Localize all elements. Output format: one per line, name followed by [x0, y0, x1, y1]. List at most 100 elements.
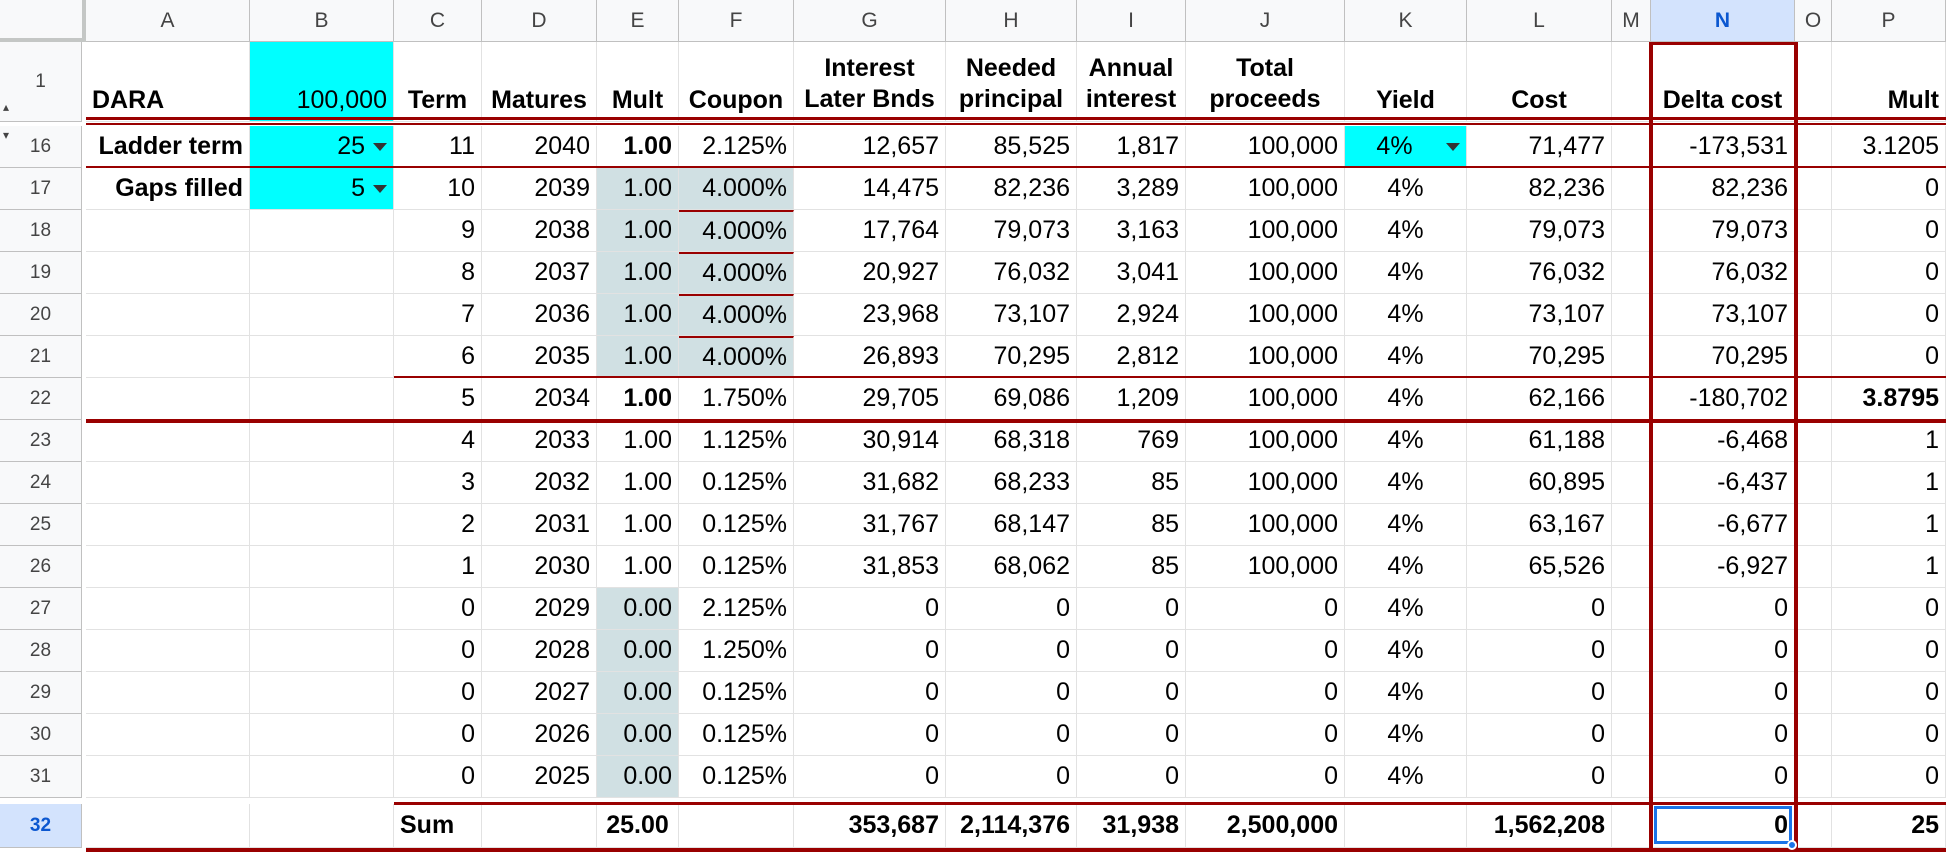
cell-f25[interactable]: 0.125%: [679, 504, 794, 546]
empty-cell[interactable]: [1612, 420, 1651, 462]
empty-cell[interactable]: [1795, 294, 1832, 336]
empty-cell[interactable]: [1795, 210, 1832, 252]
cell-j18[interactable]: 100,000: [1186, 210, 1345, 252]
cell-h22[interactable]: 69,086: [946, 378, 1077, 420]
cell-i17[interactable]: 3,289: [1077, 168, 1186, 210]
column-header-h[interactable]: H: [946, 0, 1077, 42]
cell-e19[interactable]: 1.00: [597, 252, 679, 294]
fill-handle[interactable]: [1787, 840, 1797, 850]
cell-d21[interactable]: 2035: [482, 336, 597, 378]
header-k[interactable]: Yield: [1345, 42, 1467, 122]
chevron-down-icon[interactable]: [373, 142, 387, 151]
header-f[interactable]: Coupon: [679, 42, 794, 122]
cell-n30[interactable]: 0: [1651, 714, 1795, 756]
sum-e[interactable]: 25.00: [597, 804, 679, 848]
empty-cell[interactable]: [250, 378, 394, 420]
cell-g28[interactable]: 0: [794, 630, 946, 672]
cell-i30[interactable]: 0: [1077, 714, 1186, 756]
row-header[interactable]: 25: [0, 504, 82, 546]
empty-cell[interactable]: [86, 804, 250, 848]
cell-h23[interactable]: 68,318: [946, 420, 1077, 462]
cell-p28[interactable]: 0: [1832, 630, 1946, 672]
empty-cell[interactable]: [250, 504, 394, 546]
cell-p16[interactable]: 3.1205: [1832, 126, 1946, 168]
empty-cell[interactable]: [86, 714, 250, 756]
empty-cell[interactable]: [1795, 804, 1832, 848]
chevron-down-icon[interactable]: [1446, 142, 1460, 151]
cell-c24[interactable]: 3: [394, 462, 482, 504]
empty-cell[interactable]: [1612, 126, 1651, 168]
empty-cell[interactable]: [250, 672, 394, 714]
header-j[interactable]: Total proceeds: [1186, 42, 1345, 122]
cell-g26[interactable]: 31,853: [794, 546, 946, 588]
cell-k30[interactable]: 4%: [1345, 714, 1467, 756]
cell-i21[interactable]: 2,812: [1077, 336, 1186, 378]
cell-g30[interactable]: 0: [794, 714, 946, 756]
empty-cell[interactable]: [250, 210, 394, 252]
empty-cell[interactable]: [86, 420, 250, 462]
cell-h25[interactable]: 68,147: [946, 504, 1077, 546]
cell-h24[interactable]: 68,233: [946, 462, 1077, 504]
cell-n26[interactable]: -6,927: [1651, 546, 1795, 588]
cell-j23[interactable]: 100,000: [1186, 420, 1345, 462]
cell-l31[interactable]: 0: [1467, 756, 1612, 798]
empty-cell[interactable]: [1612, 378, 1651, 420]
cell-d22[interactable]: 2034: [482, 378, 597, 420]
cell-g24[interactable]: 31,682: [794, 462, 946, 504]
cell-n24[interactable]: -6,437: [1651, 462, 1795, 504]
cell-f21[interactable]: 4.000%: [679, 336, 794, 378]
cell-l19[interactable]: 76,032: [1467, 252, 1612, 294]
cell-g22[interactable]: 29,705: [794, 378, 946, 420]
empty-cell[interactable]: [86, 672, 250, 714]
cell-f18[interactable]: 4.000%: [679, 210, 794, 252]
row-header[interactable]: 21: [0, 336, 82, 378]
empty-cell[interactable]: [86, 378, 250, 420]
cell-l30[interactable]: 0: [1467, 714, 1612, 756]
empty-cell[interactable]: [1795, 420, 1832, 462]
cell-k28[interactable]: 4%: [1345, 630, 1467, 672]
cell-k18[interactable]: 4%: [1345, 210, 1467, 252]
group-toggle-icon[interactable]: ▾: [3, 128, 10, 142]
cell-k22[interactable]: 4%: [1345, 378, 1467, 420]
cell-c21[interactable]: 6: [394, 336, 482, 378]
column-header-l[interactable]: L: [1467, 0, 1612, 42]
cell-j28[interactable]: 0: [1186, 630, 1345, 672]
cell-n20[interactable]: 73,107: [1651, 294, 1795, 336]
cell-h30[interactable]: 0: [946, 714, 1077, 756]
cell-d20[interactable]: 2036: [482, 294, 597, 336]
cell-j24[interactable]: 100,000: [1186, 462, 1345, 504]
cell-f28[interactable]: 1.250%: [679, 630, 794, 672]
cell-i28[interactable]: 0: [1077, 630, 1186, 672]
empty-cell[interactable]: [1612, 336, 1651, 378]
cell-d27[interactable]: 2029: [482, 588, 597, 630]
cell-n16[interactable]: -173,531: [1651, 126, 1795, 168]
empty-cell[interactable]: [250, 756, 394, 798]
header-i[interactable]: Annual interest: [1077, 42, 1186, 122]
cell-f20[interactable]: 4.000%: [679, 294, 794, 336]
cell-e31[interactable]: 0.00: [597, 756, 679, 798]
empty-cell[interactable]: [1795, 672, 1832, 714]
cell-g16[interactable]: 12,657: [794, 126, 946, 168]
cell-h17[interactable]: 82,236: [946, 168, 1077, 210]
dara-amount-cell[interactable]: 100,000: [250, 42, 394, 122]
empty-cell[interactable]: [1612, 210, 1651, 252]
empty-cell[interactable]: [86, 546, 250, 588]
cell-n27[interactable]: 0: [1651, 588, 1795, 630]
cell-f27[interactable]: 2.125%: [679, 588, 794, 630]
row-header[interactable]: 1: [0, 42, 82, 122]
cell-l20[interactable]: 73,107: [1467, 294, 1612, 336]
cell-i16[interactable]: 1,817: [1077, 126, 1186, 168]
empty-cell[interactable]: [86, 210, 250, 252]
cell-i24[interactable]: 85: [1077, 462, 1186, 504]
cell-n31[interactable]: 0: [1651, 756, 1795, 798]
sum-g[interactable]: 353,687: [794, 804, 946, 848]
cell-p21[interactable]: 0: [1832, 336, 1946, 378]
cell-g21[interactable]: 26,893: [794, 336, 946, 378]
empty-cell[interactable]: [250, 462, 394, 504]
sum-h[interactable]: 2,114,376: [946, 804, 1077, 848]
column-header-c[interactable]: C: [394, 0, 482, 42]
column-header-m[interactable]: M: [1612, 0, 1651, 42]
empty-cell[interactable]: [250, 294, 394, 336]
row-header[interactable]: 19: [0, 252, 82, 294]
empty-cell[interactable]: [1612, 672, 1651, 714]
